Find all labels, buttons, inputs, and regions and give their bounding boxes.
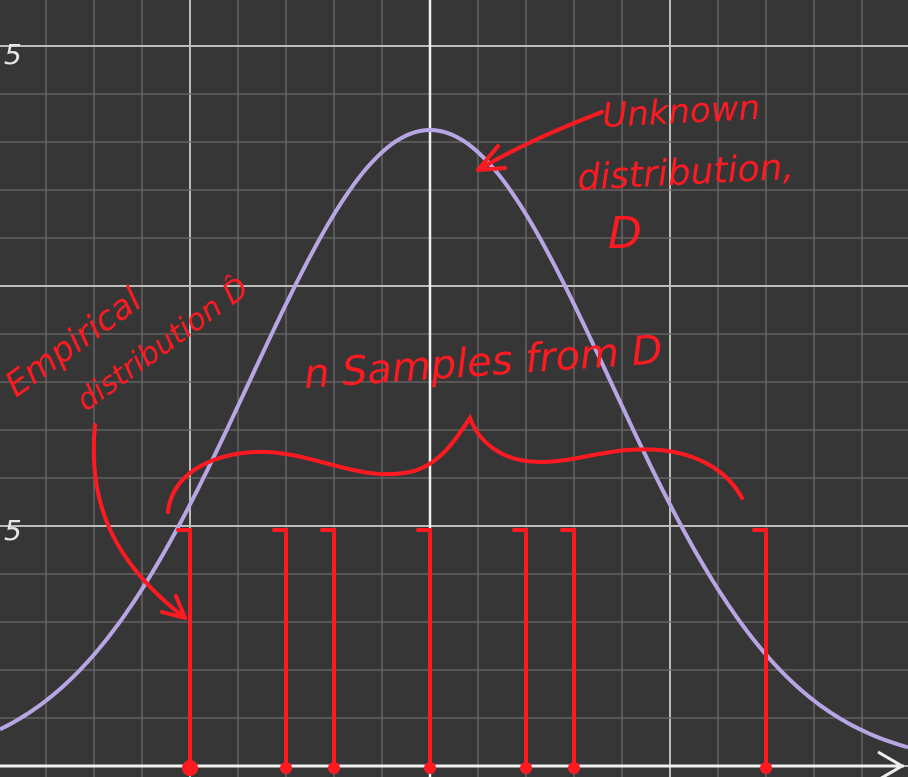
unknown-arrow (476, 110, 604, 172)
sample-spike (320, 528, 336, 768)
unknown-line-1: Unknown (601, 88, 761, 136)
empirical-arrow (91, 423, 187, 620)
y-tick-label-lower: 5 (4, 514, 22, 547)
sample-point (182, 760, 198, 776)
empirical-distribution-spikes (176, 528, 772, 776)
sample-spike (176, 528, 192, 768)
sample-spike (560, 528, 576, 768)
sample-spike (752, 528, 768, 768)
sample-point (760, 762, 772, 774)
sample-spike (512, 528, 528, 768)
sample-point (568, 762, 580, 774)
sample-brace (166, 413, 744, 514)
sample-point (328, 762, 340, 774)
y-tick-label-upper: 5 (4, 38, 22, 71)
sample-spike (416, 528, 432, 768)
sample-point (424, 762, 436, 774)
unknown-line-3: D (608, 208, 642, 259)
sample-spike (272, 528, 288, 768)
x-axis-arrowhead (877, 750, 905, 777)
sample-point (520, 762, 532, 774)
sample-point (280, 762, 292, 774)
unknown-distribution-curve (0, 128, 908, 750)
